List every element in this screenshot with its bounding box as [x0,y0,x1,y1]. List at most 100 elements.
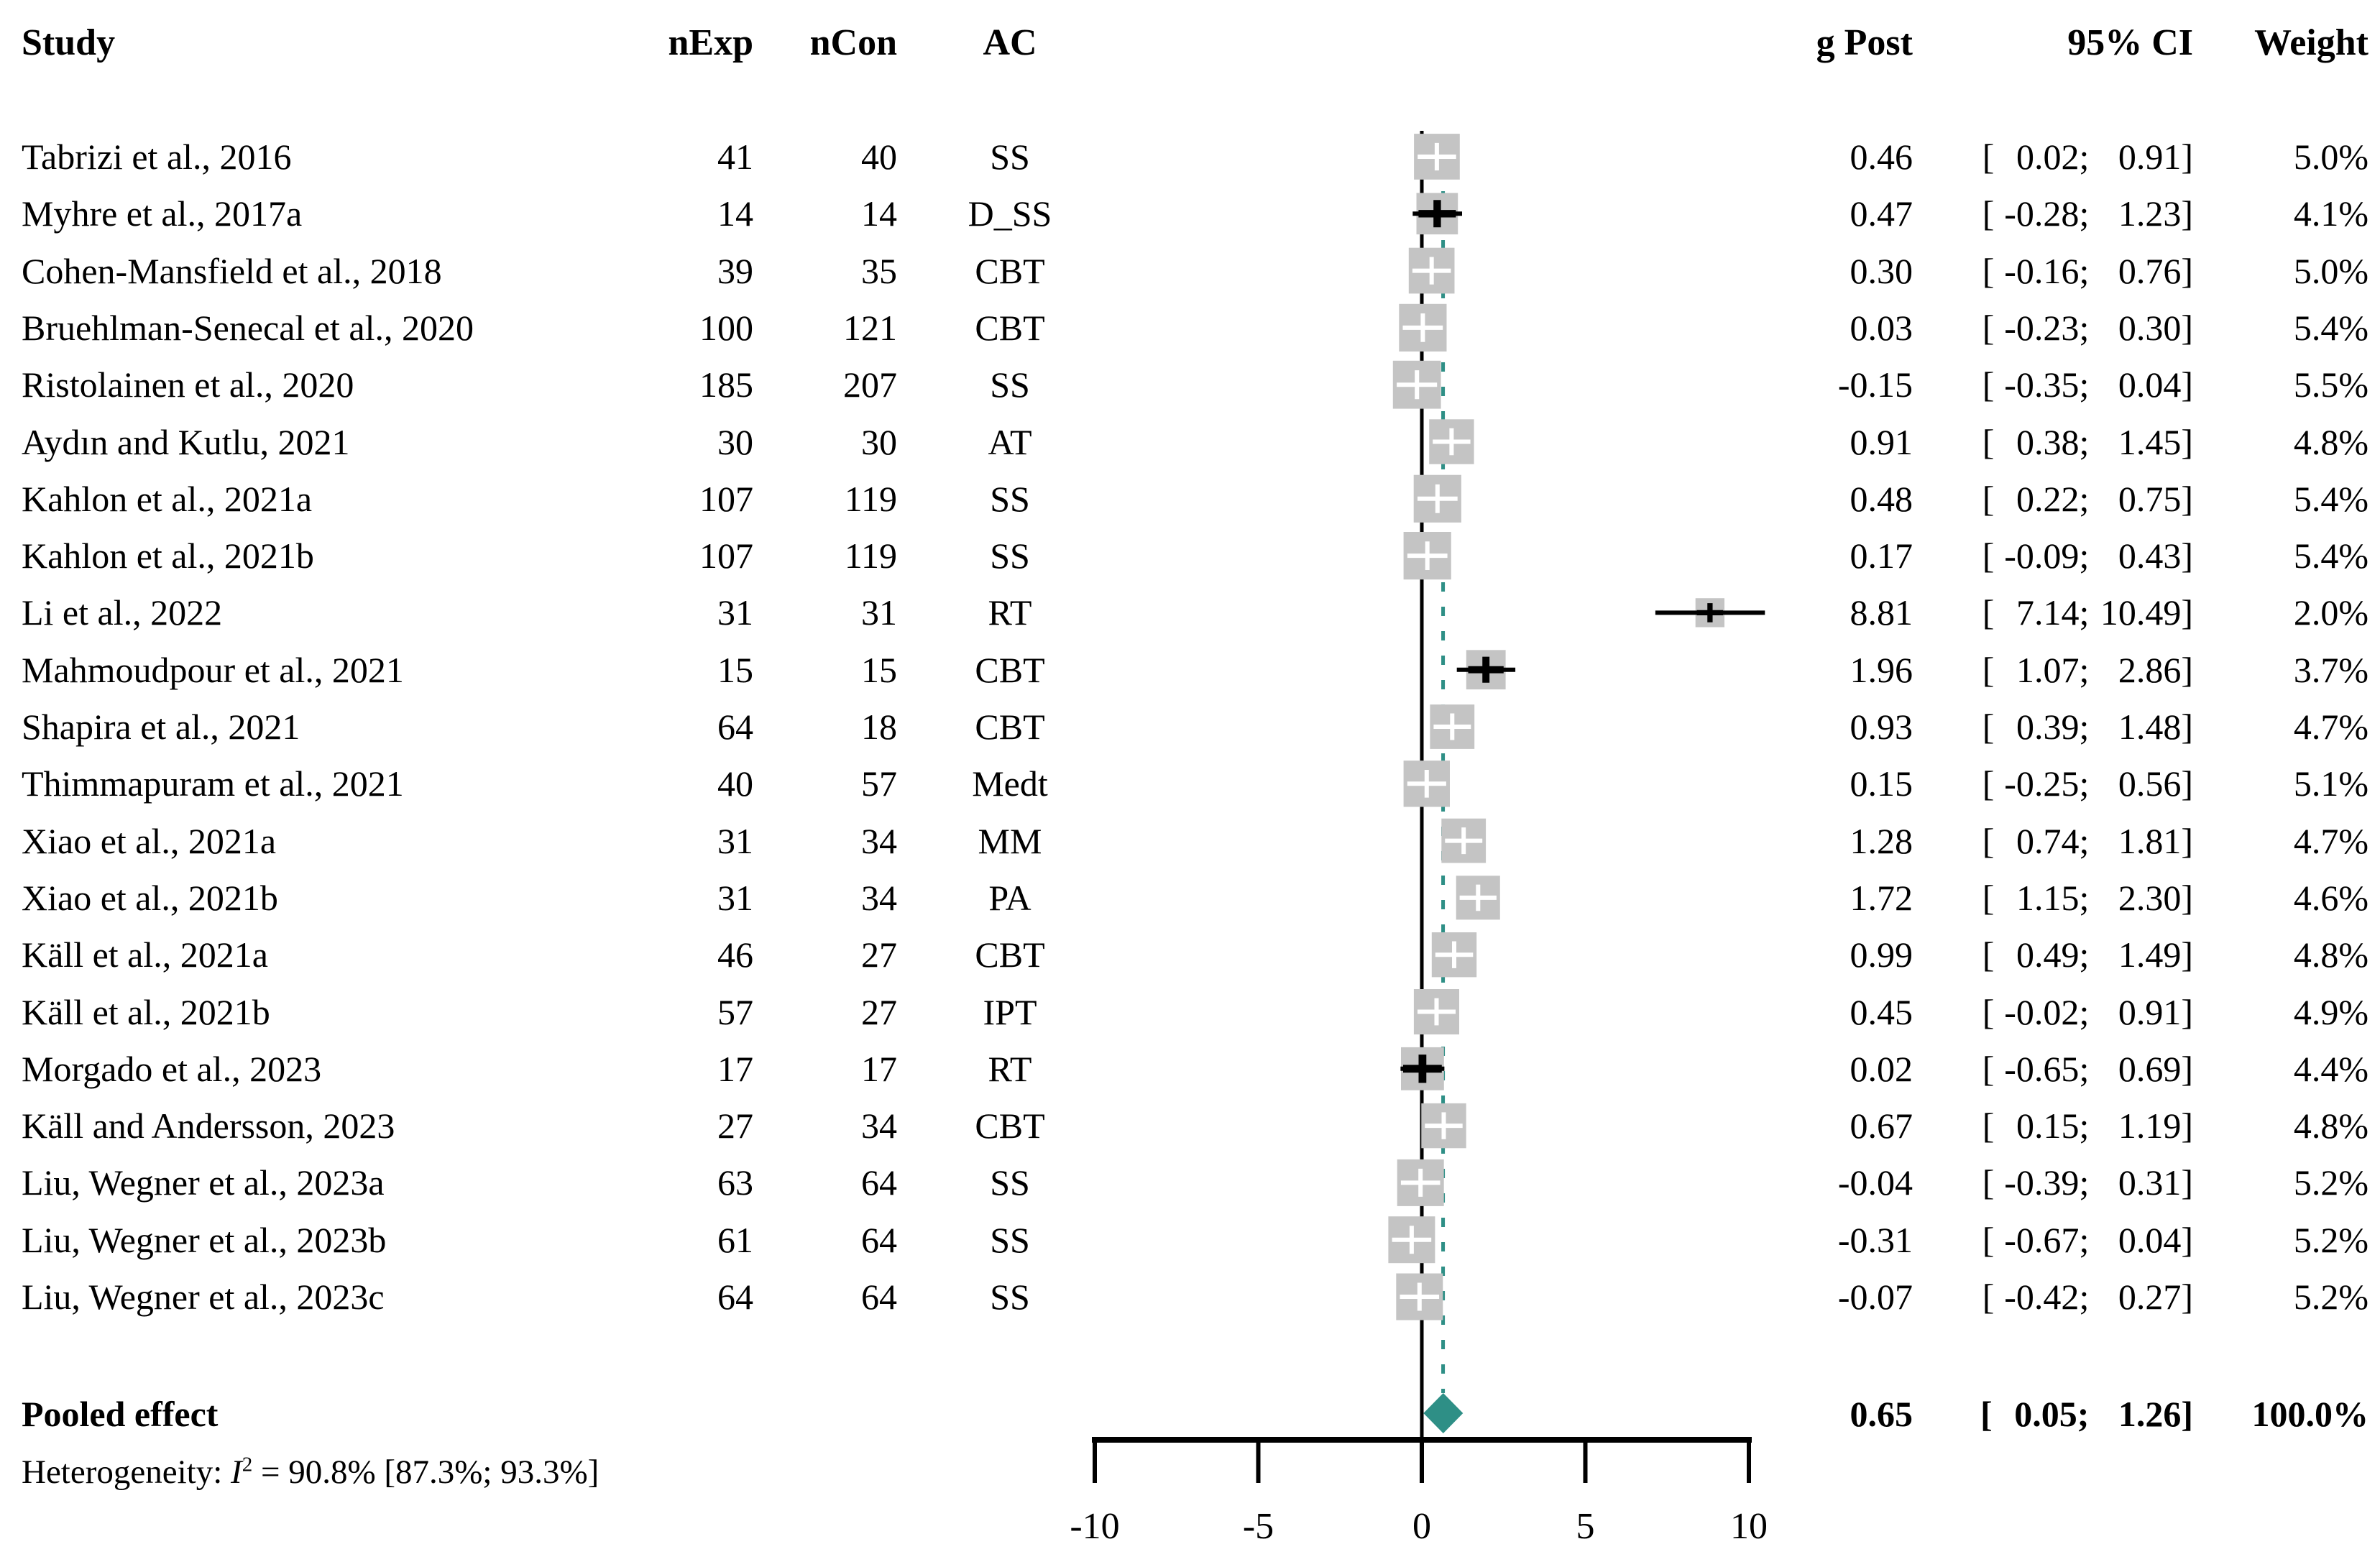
g-post-value: 0.45 [1850,991,1913,1032]
ci-lo: 1.15 [2016,877,2080,918]
ci-value: [7.14; 10.49] [1945,584,2193,641]
study-name: Ristolainen et al., 2020 [22,364,354,405]
nexp-value: 17 [717,1048,753,1089]
study-name: Käll et al., 2021b [22,991,270,1032]
nexp-value: 57 [717,991,753,1032]
x-axis-tick-label: 0 [1412,1506,1431,1547]
nexp-value: 100 [699,307,753,348]
g-post-value: 0.30 [1850,250,1913,291]
ac-value: SS [990,137,1030,177]
ci-value: [0.74; 1.81] [1945,812,2193,870]
pooled-effect-label: Pooled effect [22,1394,219,1434]
ci-hi: 0.76 [2118,250,2182,291]
ci-hi: 10.49 [2100,592,2182,633]
study-marker [1399,303,1447,352]
ci-hi: 1.81 [2118,820,2182,861]
study-marker [1413,474,1461,523]
g-post-value: 0.99 [1850,934,1913,975]
weight-value: 5.0% [2293,137,2368,177]
study-marker [1414,134,1460,180]
study-marker [1396,1273,1443,1320]
ci-lo: 0.15 [2016,1106,2080,1147]
ac-value: AT [988,421,1032,462]
study-marker [1397,1159,1444,1206]
ncon-value: 15 [861,649,897,690]
ncon-value: 64 [861,1162,897,1203]
nexp-value: 64 [717,707,753,747]
ci-value: [-0.02; 0.91] [1945,983,2193,1041]
ci-lo: 7.14 [2016,592,2080,633]
weight-value: 5.4% [2293,307,2368,348]
ac-value: SS [990,1162,1030,1203]
g-post-value: 0.47 [1850,193,1913,234]
study-row: Shapira et al., 2021 64 18 CBT 0.93 [0.39; 1.4… [0,698,2380,755]
column-header-weight: Weight [2254,22,2368,63]
study-row: Käll et al., 2021a 46 27 CBT 0.99 [0.49; 1.49]… [0,926,2380,983]
study-marker [1403,532,1451,580]
ci-value: [0.49; 1.49] [1945,926,2193,983]
pooled-diamond [1423,1393,1464,1433]
g-post-value: 1.72 [1850,877,1913,918]
ncon-value: 31 [861,592,897,633]
pooled-effect-row: Pooled effect 0.65 [0.05; 1.26] 100.0% [0,1385,2380,1443]
study-name: Li et al., 2022 [22,592,223,633]
g-post-value: 1.28 [1850,820,1913,861]
study-name: Liu, Wegner et al., 2023a [22,1162,385,1203]
ci-lo: -0.39 [2004,1162,2080,1203]
ncon-value: 17 [861,1048,897,1089]
column-header-nexp: nExp [668,22,753,63]
ac-value: SS [990,478,1030,519]
ci-lo: 0.74 [2016,820,2080,861]
weight-value: 5.4% [2293,478,2368,519]
study-row: Tabrizi et al., 2016 41 40 SS 0.46 [0.02; 0.91… [0,128,2380,185]
weight-value: 4.9% [2293,991,2368,1032]
ac-value: SS [990,1277,1030,1317]
ci-value: [1.07; 2.86] [1945,641,2193,699]
ci-hi: 0.31 [2118,1162,2182,1203]
nexp-value: 31 [717,877,753,918]
study-marker [1421,1103,1466,1149]
ci-lo: 0.02 [2016,137,2080,177]
ncon-value: 119 [844,478,897,519]
ci-value: [-0.16; 0.76] [1945,242,2193,300]
ci-hi: 0.27 [2118,1277,2182,1317]
ac-value: CBT [975,1106,1045,1147]
ci-value: [-0.28; 1.23] [1945,185,2193,242]
g-post-value: 0.15 [1850,763,1913,804]
study-name: Thimmapuram et al., 2021 [22,763,404,804]
weight-value: 5.5% [2293,364,2368,405]
ncon-value: 57 [861,763,897,804]
study-row: Aydın and Kutlu, 2021 30 30 AT 0.91 [0.38; 1.4… [0,413,2380,471]
study-marker [1413,989,1459,1035]
weight-value: 5.1% [2293,763,2368,804]
weight-value: 5.2% [2293,1219,2368,1260]
study-marker [1441,818,1487,863]
study-name: Aydın and Kutlu, 2021 [22,421,350,462]
g-post-value: 0.17 [1850,536,1913,576]
ci-hi: 1.45 [2118,421,2182,462]
study-name: Kahlon et al., 2021b [22,536,314,576]
heterogeneity-text: Heterogeneity: I2 = 90.8% [87.3%; 93.3%] [22,1443,599,1501]
ci-value: [-0.67; 0.04] [1945,1211,2193,1269]
weight-value: 4.4% [2293,1048,2368,1089]
ci-lo: 0.49 [2016,934,2080,975]
pooled-g-value: 0.65 [1850,1394,1913,1434]
study-name: Shapira et al., 2021 [22,707,300,747]
ac-value: SS [990,536,1030,576]
pooled-ci-hi: 1.26 [2118,1394,2182,1434]
ac-value: SS [990,364,1030,405]
ci-lo: -0.28 [2004,193,2080,234]
ncon-value: 64 [861,1277,897,1317]
ci-value: [-0.25; 0.56] [1945,755,2193,812]
weight-value: 5.2% [2293,1277,2368,1317]
ac-value: IPT [983,991,1037,1032]
ci-lo: 0.38 [2016,421,2080,462]
study-name: Morgado et al., 2023 [22,1048,322,1089]
study-name: Xiao et al., 2021b [22,877,278,918]
ci-value: [0.39; 1.48] [1945,698,2193,755]
ac-value: RT [988,592,1032,633]
weight-value: 2.0% [2293,592,2368,633]
weight-value: 4.8% [2293,934,2368,975]
nexp-value: 31 [717,820,753,861]
ci-lo: -0.25 [2004,763,2080,804]
